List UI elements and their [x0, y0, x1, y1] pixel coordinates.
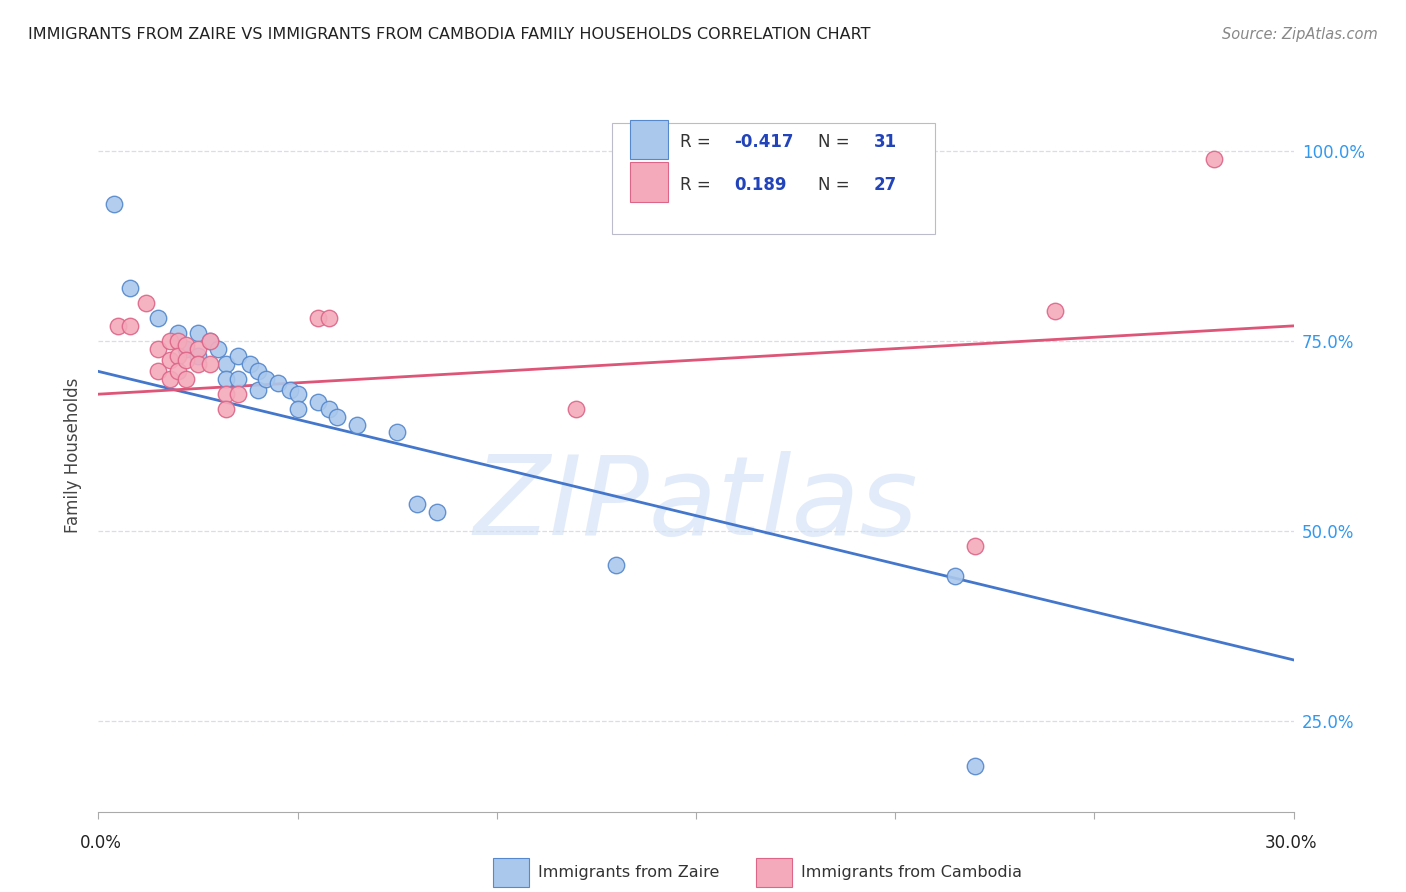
- Text: 31: 31: [875, 134, 897, 152]
- Point: [565, 402, 588, 417]
- Point: [406, 497, 429, 511]
- Point: [215, 372, 238, 386]
- Text: N =: N =: [818, 134, 855, 152]
- Point: [605, 558, 627, 572]
- Point: [307, 394, 329, 409]
- Point: [246, 364, 269, 378]
- Point: [215, 387, 238, 401]
- Text: -0.417: -0.417: [734, 134, 794, 152]
- Point: [135, 296, 157, 310]
- Point: [318, 311, 340, 326]
- Text: 0.0%: 0.0%: [80, 834, 122, 852]
- Point: [198, 334, 221, 348]
- Point: [278, 384, 301, 398]
- Point: [159, 334, 181, 348]
- Point: [246, 384, 269, 398]
- Point: [187, 326, 209, 341]
- Point: [174, 338, 197, 352]
- Point: [215, 357, 238, 371]
- Point: [226, 349, 249, 363]
- Point: [287, 402, 309, 417]
- Point: [426, 505, 449, 519]
- Point: [167, 349, 190, 363]
- Point: [287, 387, 309, 401]
- Point: [174, 353, 197, 368]
- Text: 0.189: 0.189: [734, 177, 787, 194]
- Y-axis label: Family Households: Family Households: [65, 377, 83, 533]
- FancyBboxPatch shape: [613, 123, 935, 234]
- Text: N =: N =: [818, 177, 855, 194]
- Point: [167, 334, 190, 348]
- Point: [167, 326, 190, 341]
- Point: [198, 334, 221, 348]
- Point: [254, 372, 277, 386]
- FancyBboxPatch shape: [494, 858, 529, 887]
- Point: [174, 342, 197, 356]
- Point: [239, 357, 262, 371]
- Point: [107, 318, 129, 333]
- Text: Immigrants from Zaire: Immigrants from Zaire: [538, 865, 720, 880]
- Text: 30.0%: 30.0%: [1264, 834, 1317, 852]
- Point: [120, 281, 142, 295]
- Point: [148, 342, 170, 356]
- Point: [187, 342, 209, 356]
- Point: [963, 539, 986, 553]
- Point: [159, 372, 181, 386]
- Point: [326, 409, 349, 424]
- Text: ZIPatlas: ZIPatlas: [474, 451, 918, 558]
- FancyBboxPatch shape: [630, 120, 668, 159]
- Point: [148, 311, 170, 326]
- Point: [385, 425, 409, 439]
- Text: 27: 27: [875, 177, 897, 194]
- Text: R =: R =: [681, 177, 717, 194]
- Point: [120, 318, 142, 333]
- Point: [943, 569, 966, 583]
- Point: [174, 372, 197, 386]
- Text: IMMIGRANTS FROM ZAIRE VS IMMIGRANTS FROM CAMBODIA FAMILY HOUSEHOLDS CORRELATION : IMMIGRANTS FROM ZAIRE VS IMMIGRANTS FROM…: [28, 27, 870, 42]
- Point: [187, 349, 209, 363]
- Point: [267, 376, 290, 390]
- Text: Source: ZipAtlas.com: Source: ZipAtlas.com: [1222, 27, 1378, 42]
- Point: [1043, 303, 1066, 318]
- Point: [103, 197, 125, 211]
- Point: [159, 353, 181, 368]
- Point: [226, 387, 249, 401]
- Point: [226, 372, 249, 386]
- Point: [318, 402, 340, 417]
- Point: [1202, 152, 1225, 166]
- Point: [148, 364, 170, 378]
- Point: [198, 357, 221, 371]
- FancyBboxPatch shape: [630, 162, 668, 202]
- Point: [307, 311, 329, 326]
- Point: [207, 342, 229, 356]
- Text: R =: R =: [681, 134, 717, 152]
- Point: [167, 364, 190, 378]
- Point: [963, 759, 986, 773]
- Text: Immigrants from Cambodia: Immigrants from Cambodia: [801, 865, 1022, 880]
- FancyBboxPatch shape: [756, 858, 792, 887]
- Point: [215, 402, 238, 417]
- Point: [187, 357, 209, 371]
- Point: [346, 417, 368, 432]
